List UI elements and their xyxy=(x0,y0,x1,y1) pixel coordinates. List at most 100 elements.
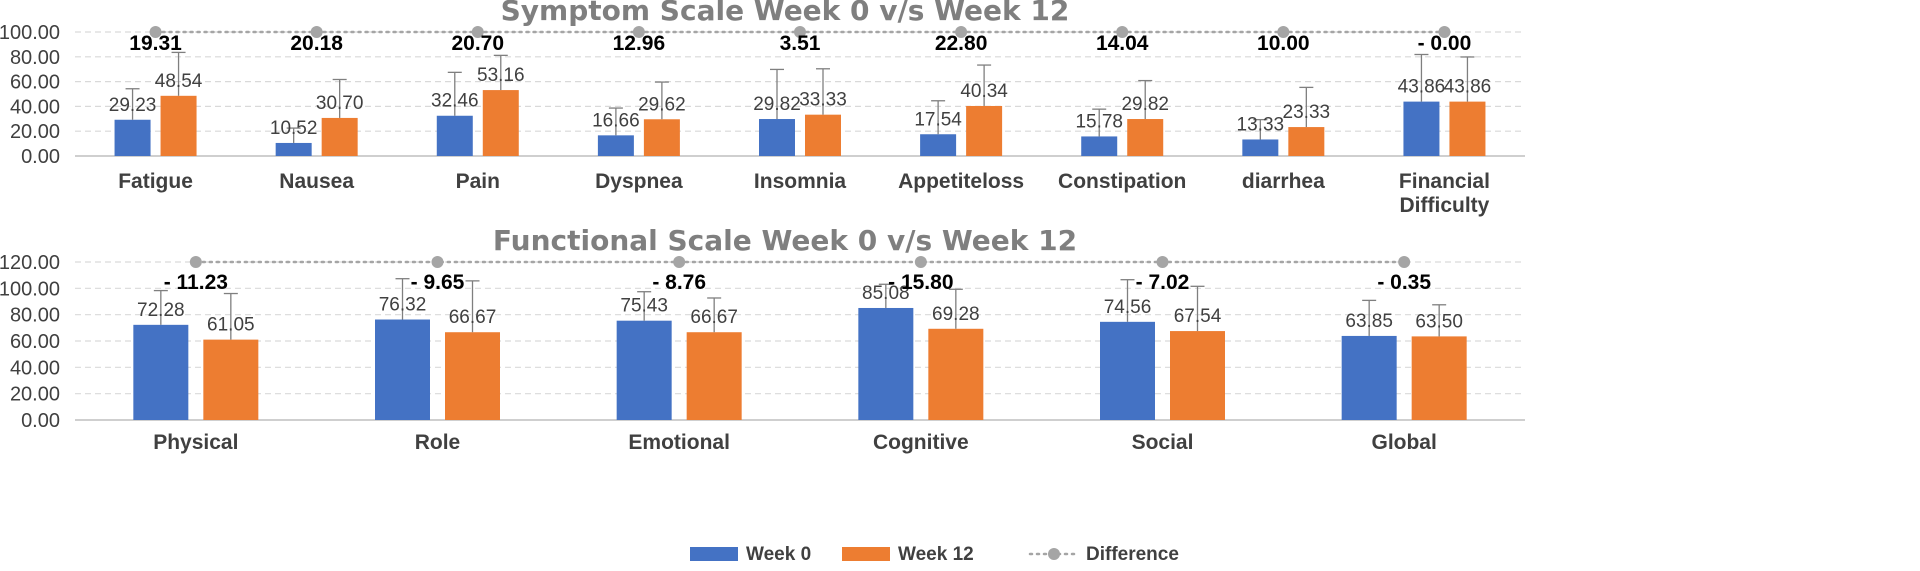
chart1-bar-series0 xyxy=(1100,321,1155,420)
chart0-value-label-series0: 10.52 xyxy=(270,118,318,139)
chart0-category-label: Appetiteloss xyxy=(898,170,1024,193)
chart1-difference-label: - 8.76 xyxy=(652,271,706,294)
chart0-value-label-series1: 33.33 xyxy=(799,90,847,111)
chart1-difference-marker xyxy=(431,256,444,268)
chart1-value-label-series0: 75.43 xyxy=(620,296,668,317)
chart1-difference-label: - 7.02 xyxy=(1136,271,1190,294)
chart1-y-tick-label: 20.00 xyxy=(10,384,60,406)
chart1-bar-series0 xyxy=(616,320,672,420)
chart1-difference-marker xyxy=(1398,256,1411,268)
chart0-difference-marker xyxy=(632,26,645,38)
chart1-bar-series1 xyxy=(928,328,984,420)
chart0-bar-series1 xyxy=(482,90,519,156)
chart0-bar-series0 xyxy=(920,134,957,156)
chart1-value-label-series0: 72.28 xyxy=(137,300,185,321)
chart0-category-label: Financial Difficulty xyxy=(1399,170,1490,217)
chart0-bar-series1 xyxy=(1288,127,1325,156)
chart1-category-label: Cognitive xyxy=(873,431,969,454)
chart0-category-label-line: Financial xyxy=(1399,170,1490,193)
chart0-difference-label: - 0.00 xyxy=(1418,32,1472,55)
chart1-bar-series0 xyxy=(858,307,914,420)
chart1-value-label-series1: 69.28 xyxy=(932,304,980,325)
chart0-bar-series1 xyxy=(1127,119,1164,156)
chart0-bar-series0 xyxy=(597,135,634,156)
chart0-difference-label: 12.96 xyxy=(613,32,666,55)
legend-swatch-0 xyxy=(690,547,738,561)
chart0-bar-series0 xyxy=(436,115,473,156)
chart0-difference-label: 10.00 xyxy=(1257,32,1310,55)
chart0-difference-label: 20.70 xyxy=(451,32,504,55)
chart1-bar-series1 xyxy=(445,332,500,420)
chart0-difference-marker xyxy=(1438,26,1451,38)
chart1-y-tick-label: 60.00 xyxy=(10,331,60,353)
chart0-value-label-series1: 53.16 xyxy=(477,65,525,86)
chart1-y-tick-label: 80.00 xyxy=(10,305,60,327)
chart1-difference-label: - 9.65 xyxy=(411,271,465,294)
chart1-difference-marker xyxy=(673,256,686,268)
chart0-difference-label: 19.31 xyxy=(129,32,182,55)
chart1-value-label-series0: 63.85 xyxy=(1345,311,1393,332)
chart1-value-label-series1: 61.05 xyxy=(207,315,255,336)
chart0-y-tick-label: 100.00 xyxy=(0,22,60,44)
chart0-value-label-series1: 43.86 xyxy=(1444,77,1492,98)
chart1-difference-marker xyxy=(1156,256,1169,268)
chart0-difference-label: 22.80 xyxy=(935,32,988,55)
chart1-bar-series0 xyxy=(1341,335,1397,420)
chart0-y-tick-label: 0.00 xyxy=(21,146,60,168)
chart1-bar-series0 xyxy=(375,319,430,420)
chart1-value-label-series1: 66.67 xyxy=(449,307,497,328)
chart1-bar-series1 xyxy=(1411,336,1467,420)
chart1-category-label: Role xyxy=(415,431,461,454)
chart0-category-label: Dyspnea xyxy=(595,170,683,193)
chart1-difference-label: - 15.80 xyxy=(888,271,953,294)
chart0-bar-series1 xyxy=(643,119,680,156)
chart0-value-label-series1: 40.34 xyxy=(960,81,1008,102)
chart1-title: Functional Scale Week 0 v/s Week 12 xyxy=(493,224,1077,257)
chart0-bar-series0 xyxy=(759,119,795,156)
chart1-value-label-series0: 76.32 xyxy=(379,295,427,316)
chart0-difference-label: 20.18 xyxy=(290,32,343,55)
chart0-value-label-series1: 23.33 xyxy=(1283,102,1331,123)
chart0-bar-series1 xyxy=(805,114,841,156)
chart0-bar-series1 xyxy=(1449,101,1486,156)
chart0-bar-series1 xyxy=(966,105,1003,156)
chart0-value-label-series1: 48.54 xyxy=(155,71,203,92)
legend-label-0: Week 0 xyxy=(746,544,811,565)
chart0-value-label-series1: 29.82 xyxy=(1121,94,1169,115)
chart0-value-label-series0: 32.46 xyxy=(431,91,479,112)
chart1-y-tick-label: 100.00 xyxy=(0,278,60,300)
chart1-value-label-series1: 67.54 xyxy=(1174,306,1222,327)
chart1-bar-series1 xyxy=(203,339,259,420)
chart0-value-label-series0: 43.86 xyxy=(1398,77,1446,98)
chart1-difference-marker xyxy=(189,256,202,268)
chart1-category-label: Physical xyxy=(153,431,238,454)
chart0-bar-series0 xyxy=(275,142,312,156)
chart1-value-label-series0: 85.08 xyxy=(862,283,910,304)
chart0-bar-series1 xyxy=(321,117,358,156)
chart1-category-label: Emotional xyxy=(628,431,730,454)
chart0-bar-series0 xyxy=(1403,101,1440,156)
chart1-value-label-series1: 66.67 xyxy=(690,307,738,328)
chart0-value-label-series0: 15.78 xyxy=(1075,111,1123,132)
chart1-bar-series1 xyxy=(1170,331,1225,420)
legend-label-1: Week 12 xyxy=(898,544,974,565)
chart0-value-label-series1: 29.62 xyxy=(638,94,686,115)
chart0-difference-marker xyxy=(1116,26,1129,38)
chart0-difference-marker xyxy=(794,26,806,38)
chart0-difference-marker xyxy=(955,26,968,38)
chart0-value-label-series1: 30.70 xyxy=(316,93,364,114)
chart0-category-label: diarrhea xyxy=(1242,170,1325,193)
chart0-category-label-line: Difficulty xyxy=(1400,194,1490,217)
chart0-category-label: Fatigue xyxy=(118,170,193,193)
chart0-difference-marker xyxy=(310,26,323,38)
chart0-value-label-series0: 17.54 xyxy=(914,109,962,130)
chart0-value-label-series0: 13.33 xyxy=(1237,114,1285,135)
chart1-y-tick-label: 120.00 xyxy=(0,252,60,274)
chart0-difference-label: 14.04 xyxy=(1096,32,1149,55)
chart0-value-label-series0: 16.66 xyxy=(592,110,640,131)
legend-label-2: Difference xyxy=(1086,544,1179,565)
chart1-difference-marker xyxy=(914,256,927,268)
chart1-difference-label: - 0.35 xyxy=(1377,271,1431,294)
chart0-category-label: Pain xyxy=(456,170,500,193)
